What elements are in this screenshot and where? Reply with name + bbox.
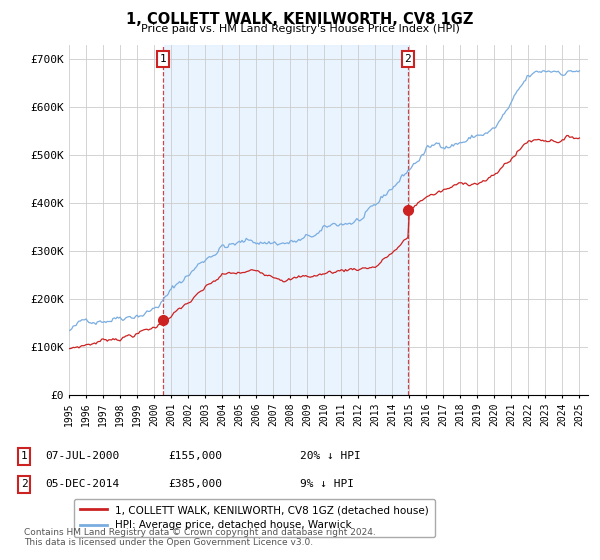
Text: Price paid vs. HM Land Registry's House Price Index (HPI): Price paid vs. HM Land Registry's House … [140, 24, 460, 34]
Text: 1, COLLETT WALK, KENILWORTH, CV8 1GZ: 1, COLLETT WALK, KENILWORTH, CV8 1GZ [127, 12, 473, 27]
Text: 20% ↓ HPI: 20% ↓ HPI [300, 451, 361, 461]
Text: 1: 1 [20, 451, 28, 461]
Text: 05-DEC-2014: 05-DEC-2014 [45, 479, 119, 489]
Text: 9% ↓ HPI: 9% ↓ HPI [300, 479, 354, 489]
Text: 2: 2 [404, 54, 412, 64]
Text: £385,000: £385,000 [168, 479, 222, 489]
Legend: 1, COLLETT WALK, KENILWORTH, CV8 1GZ (detached house), HPI: Average price, detac: 1, COLLETT WALK, KENILWORTH, CV8 1GZ (de… [74, 499, 435, 536]
Text: 2: 2 [20, 479, 28, 489]
Text: £155,000: £155,000 [168, 451, 222, 461]
Text: 1: 1 [160, 54, 166, 64]
Text: Contains HM Land Registry data © Crown copyright and database right 2024.
This d: Contains HM Land Registry data © Crown c… [24, 528, 376, 547]
Text: 07-JUL-2000: 07-JUL-2000 [45, 451, 119, 461]
